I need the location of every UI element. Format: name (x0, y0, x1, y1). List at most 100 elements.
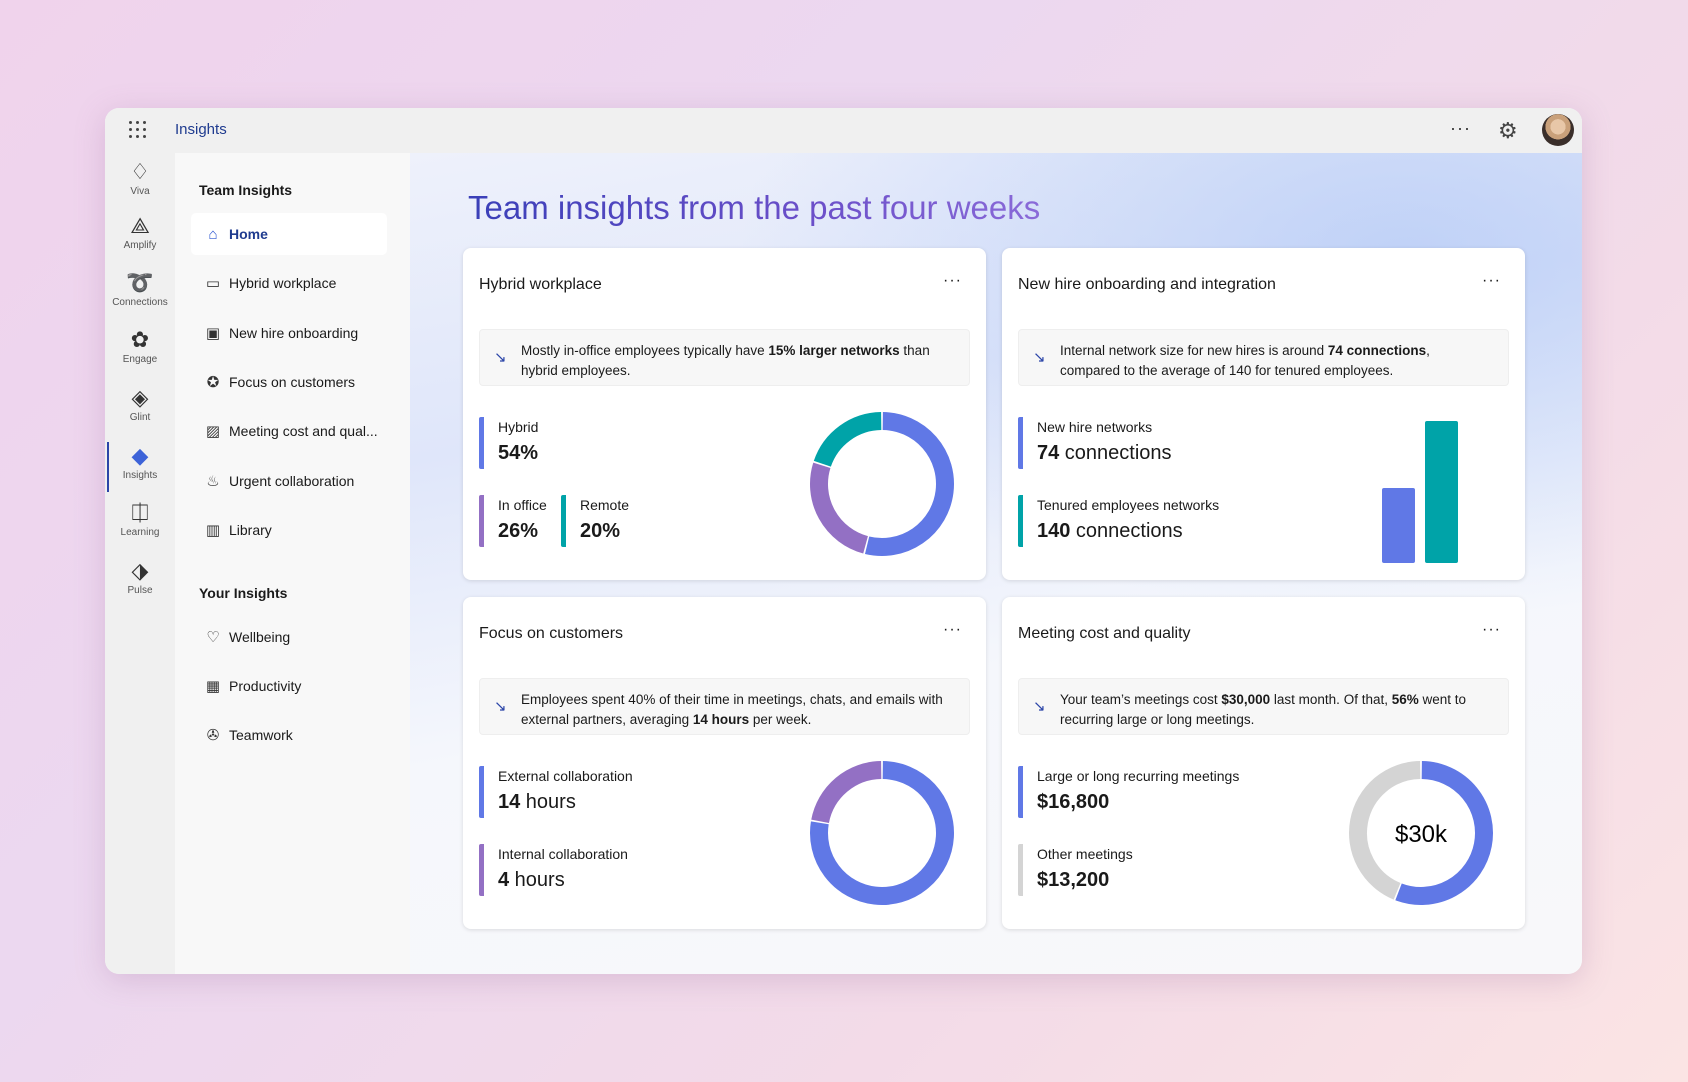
insight-callout: ↘ Mostly in-office employees typically ha… (479, 329, 970, 386)
nav-label: Hybrid workplace (229, 275, 337, 291)
chart-icon: ▥ (205, 522, 221, 539)
donut-segment-hybrid (864, 412, 954, 556)
more-options-icon[interactable]: ··· (943, 621, 962, 638)
card-title: Meeting cost and quality (1018, 625, 1191, 642)
metric-label: Remote (580, 497, 630, 513)
app-rail: ♢ Viva ⟁ Amplify ➰ Connections ✿ Engage ◈ Gli… (105, 153, 175, 974)
meeting-clock-icon: ▨ (205, 423, 221, 440)
metric-value: $16,800 (1037, 791, 1110, 813)
metric-external-collaboration: External collaboration 14 hours (479, 766, 633, 818)
rail-item-insights[interactable]: ◆ Insights (105, 442, 175, 498)
donut-segment-large-or-long-recurring-meetings (1395, 761, 1493, 905)
meeting-donut-chart: $30k (1349, 761, 1493, 905)
rail-label: Viva (130, 186, 150, 197)
insight-text: , compared to the average of 140 for ten… (1060, 343, 1430, 378)
insight-text: last month. Of that, (1270, 692, 1392, 707)
metric-other-meetings: Other meetings $13,200 (1018, 844, 1133, 896)
metric-value: 26% (498, 520, 539, 542)
insight-highlight: 74 connections (1327, 343, 1427, 358)
pulse-icon: ⬗ (131, 558, 149, 583)
rail-label: Glint (129, 412, 151, 423)
metric-value: 20% (580, 520, 621, 542)
metric-new-hire-networks: New hire networks 74 connections (1018, 417, 1172, 469)
metric-value: $13,200 (1037, 869, 1110, 891)
nav-label: New hire onboarding (229, 325, 359, 341)
card-meeting-cost: Meeting cost and quality ··· ↘ Your team’… (1002, 597, 1525, 929)
more-options-icon[interactable]: ··· (1450, 118, 1471, 138)
donut-center-label: $30k (1395, 821, 1448, 848)
rail-item-amplify[interactable]: ⟁ Amplify (105, 212, 175, 268)
nav-item-library[interactable]: ▥ Library (191, 509, 387, 551)
rail-item-pulse[interactable]: ⬗ Pulse (105, 557, 175, 613)
nav-label: Library (229, 522, 272, 538)
nav-item-productivity[interactable]: ▦ Productivity (191, 665, 387, 707)
flame-icon: ♨ (206, 473, 220, 490)
monitor-icon: ▭ (205, 275, 221, 292)
amplify-icon: ⟁ (130, 213, 150, 238)
insight-text: went to recurring large or long meetings… (1060, 692, 1467, 727)
nav-item-wellbeing[interactable]: ♡ Wellbeing (191, 616, 387, 658)
more-options-icon[interactable]: ··· (1482, 621, 1501, 638)
metric-internal-collaboration: Internal collaboration 4 hours (479, 844, 628, 896)
insight-highlight: 14 hours (692, 712, 750, 727)
insight-highlight: 15% larger networks (768, 343, 900, 358)
app-launcher-icon[interactable] (129, 121, 147, 139)
trend-down-icon: ↘ (494, 698, 507, 715)
customer-icon: ✪ (206, 374, 220, 391)
trend-down-icon: ↘ (494, 349, 507, 366)
card-hybrid-workplace: Hybrid workplace ··· ↘ Mostly in-office e… (463, 248, 986, 580)
metric-label: Tenured employees networks (1037, 497, 1220, 513)
rail-item-learning[interactable]: ⎅ Learning (105, 499, 175, 555)
insight-text: than hybrid employees. (521, 343, 930, 378)
nav-label: Productivity (229, 678, 302, 694)
insights-icon: ◆ (131, 443, 149, 468)
card-title: New hire onboarding and integration (1018, 276, 1276, 293)
rail-label: Engage (122, 354, 158, 365)
rail-item-glint[interactable]: ◈ Glint (105, 384, 175, 440)
card-new-hire-onboarding: New hire onboarding and integration ··· … (1002, 248, 1525, 580)
nav-item-urgent-collaboration[interactable]: ♨ Urgent collaboration (191, 460, 387, 502)
metric-value: 14 (498, 791, 521, 813)
nav-item-teamwork[interactable]: ✇ Teamwork (191, 714, 387, 756)
nav-label: Focus on customers (229, 374, 356, 390)
calendar-icon: ▦ (205, 678, 221, 695)
donut-segment-other-meetings (1349, 761, 1421, 900)
insight-text: Internal network size for new hires is a… (1060, 343, 1328, 358)
rail-item-engage[interactable]: ✿ Engage (105, 326, 175, 382)
rail-label: Insights (122, 470, 158, 481)
rail-label: Pulse (127, 585, 153, 596)
nav-label: Teamwork (229, 727, 293, 743)
insight-text: Mostly in-office employees typically hav… (521, 343, 769, 358)
hybrid-donut-chart (810, 412, 954, 556)
rail-item-connections[interactable]: ➰ Connections (105, 269, 175, 325)
title-bar: Insights ··· ⚙ (105, 108, 1582, 153)
more-options-icon[interactable]: ··· (1482, 272, 1501, 289)
avatar[interactable] (1542, 114, 1574, 146)
your-insights-heading: Your Insights (199, 585, 288, 601)
metric-label: Internal collaboration (498, 846, 628, 862)
nav-label: Wellbeing (229, 629, 291, 645)
viva-icon: ♢ (130, 159, 150, 184)
gear-icon[interactable]: ⚙ (1498, 118, 1518, 143)
insight-callout: ↘ Employees spent 40% of their time in me… (479, 678, 970, 735)
metric-label: Hybrid (498, 419, 539, 435)
card-title: Hybrid workplace (479, 276, 602, 293)
metric-label: Large or long recurring meetings (1037, 768, 1240, 784)
donut-segment-in-office (810, 462, 869, 554)
rail-item-viva[interactable]: ♢ Viva (105, 158, 175, 214)
insight-text: per week. (749, 712, 812, 727)
nav-item-hybrid-workplace[interactable]: ▭ Hybrid workplace (191, 262, 387, 304)
card-focus-on-customers: Focus on customers ··· ↘ Employees spent … (463, 597, 986, 929)
nav-item-new-hire-onboarding[interactable]: ▣ New hire onboarding (191, 312, 387, 354)
bar-tenured-employees-networks (1425, 421, 1458, 563)
page-title: Team insights from the past four weeks (468, 189, 1041, 226)
trend-down-icon: ↘ (1033, 698, 1046, 715)
nav-label: Home (229, 226, 268, 242)
more-options-icon[interactable]: ··· (943, 272, 962, 289)
nav-item-home[interactable]: ⌂ Home (191, 213, 387, 255)
heart-icon: ♡ (206, 629, 220, 646)
nav-item-meeting-cost[interactable]: ▨ Meeting cost and qual... (191, 410, 387, 452)
metric-large-recurring: Large or long recurring meetings $16,800 (1018, 766, 1239, 818)
nav-item-focus-on-customers[interactable]: ✪ Focus on customers (191, 361, 387, 403)
metric-in-office: In office 26% (479, 495, 547, 547)
